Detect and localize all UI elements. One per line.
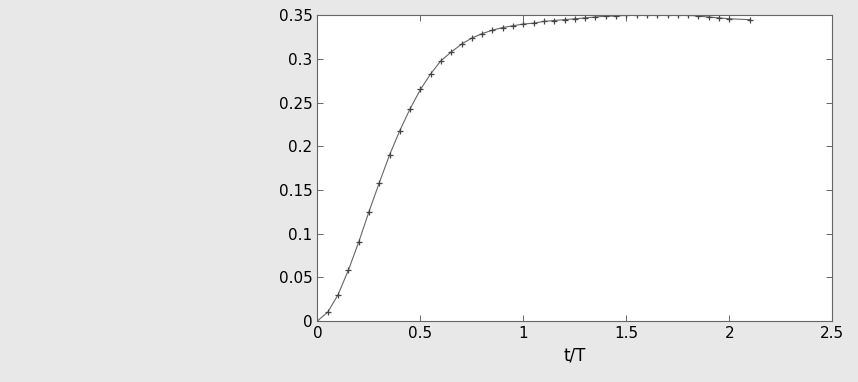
X-axis label: t/T: t/T [564,346,586,364]
